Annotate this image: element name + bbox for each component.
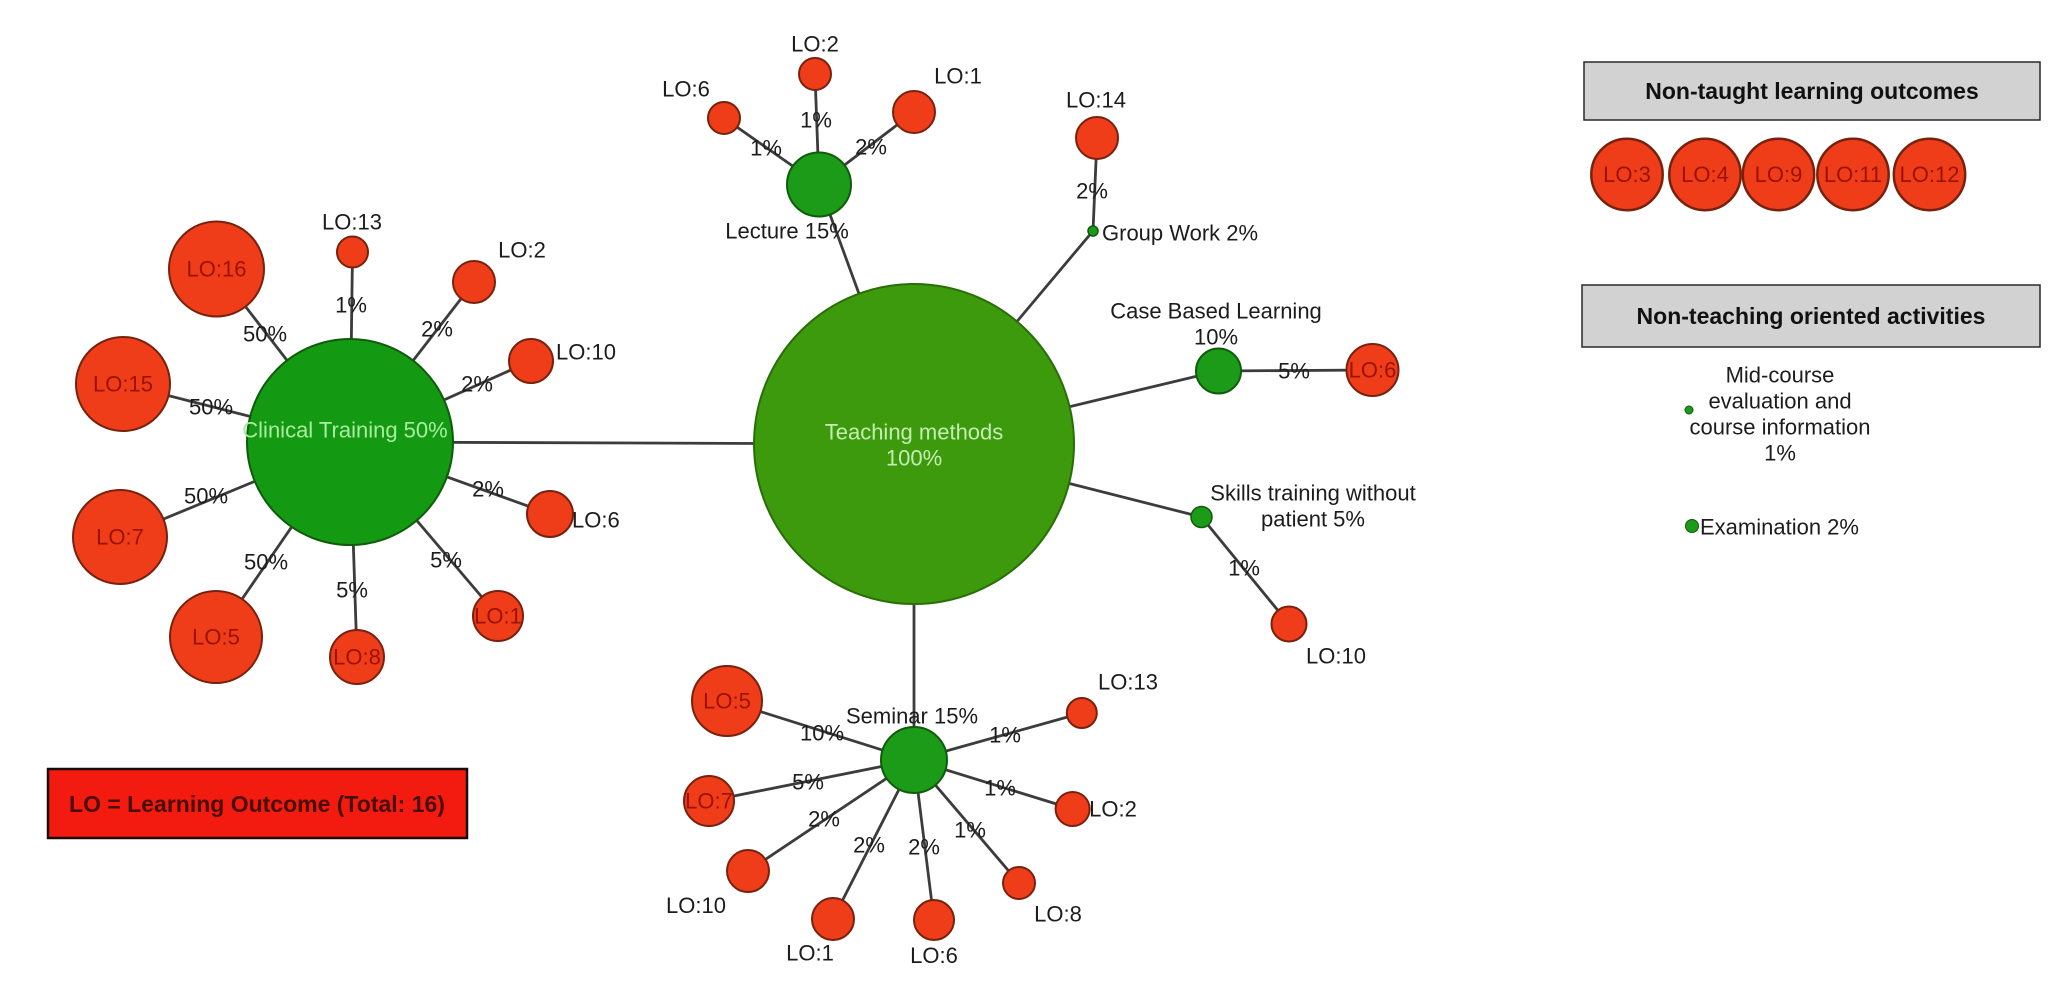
svg-text:LO:16: LO:16 xyxy=(187,257,247,282)
svg-text:LO:5: LO:5 xyxy=(703,689,751,714)
svg-text:LO:1: LO:1 xyxy=(474,604,522,629)
svg-text:LO:10: LO:10 xyxy=(556,340,616,365)
svg-text:Clinical Training 50%: Clinical Training 50% xyxy=(242,418,447,443)
svg-text:1%: 1% xyxy=(984,776,1016,801)
svg-text:100%: 100% xyxy=(886,446,942,471)
svg-text:5%: 5% xyxy=(430,548,462,573)
svg-text:1%: 1% xyxy=(1228,556,1260,581)
svg-text:2%: 2% xyxy=(472,477,504,502)
svg-text:2%: 2% xyxy=(461,372,493,397)
svg-text:LO:10: LO:10 xyxy=(666,893,726,918)
svg-text:course information: course information xyxy=(1690,415,1871,440)
svg-text:LO:3: LO:3 xyxy=(1603,162,1651,187)
svg-text:LO:15: LO:15 xyxy=(93,372,153,397)
svg-text:LO:8: LO:8 xyxy=(333,645,381,670)
svg-text:LO:6: LO:6 xyxy=(910,943,958,968)
svg-text:LO:5: LO:5 xyxy=(192,625,240,650)
svg-text:evaluation and: evaluation and xyxy=(1708,389,1851,414)
svg-text:1%: 1% xyxy=(989,723,1021,748)
svg-text:2%: 2% xyxy=(853,833,885,858)
svg-text:10%: 10% xyxy=(1194,325,1238,350)
svg-text:LO:12: LO:12 xyxy=(1900,162,1960,187)
svg-text:LO:9: LO:9 xyxy=(1755,162,1803,187)
svg-text:Seminar 15%: Seminar 15% xyxy=(846,704,978,729)
svg-text:LO:6: LO:6 xyxy=(1349,358,1397,383)
svg-text:2%: 2% xyxy=(855,135,887,160)
svg-text:LO = Learning Outcome (Total:: LO = Learning Outcome (Total: 16) xyxy=(69,791,445,817)
svg-text:2%: 2% xyxy=(808,807,840,832)
svg-text:Skills training without: Skills training without xyxy=(1210,481,1415,506)
svg-text:Case Based Learning: Case Based Learning xyxy=(1110,299,1322,324)
svg-text:Non-teaching oriented activiti: Non-teaching oriented activities xyxy=(1637,303,1986,329)
svg-text:LO:6: LO:6 xyxy=(662,77,710,102)
svg-text:Mid-course: Mid-course xyxy=(1726,363,1835,388)
svg-text:1%: 1% xyxy=(335,293,367,318)
svg-text:5%: 5% xyxy=(1278,359,1310,384)
svg-text:1%: 1% xyxy=(800,108,832,133)
svg-text:50%: 50% xyxy=(244,550,288,575)
svg-text:2%: 2% xyxy=(908,835,940,860)
svg-text:Examination 2%: Examination 2% xyxy=(1700,515,1859,540)
svg-text:LO:2: LO:2 xyxy=(498,238,546,263)
svg-text:LO:6: LO:6 xyxy=(572,508,620,533)
svg-text:5%: 5% xyxy=(792,770,824,795)
svg-text:Lecture 15%: Lecture 15% xyxy=(725,219,849,244)
svg-text:10%: 10% xyxy=(800,721,844,746)
svg-text:LO:13: LO:13 xyxy=(1098,670,1158,695)
svg-text:LO:1: LO:1 xyxy=(786,941,834,966)
svg-text:Teaching methods: Teaching methods xyxy=(825,420,1004,445)
svg-text:LO:8: LO:8 xyxy=(1034,902,1082,927)
svg-text:Group Work 2%: Group Work 2% xyxy=(1102,221,1258,246)
svg-text:patient 5%: patient 5% xyxy=(1261,507,1365,532)
svg-text:1%: 1% xyxy=(750,136,782,161)
svg-text:LO:13: LO:13 xyxy=(322,210,382,235)
svg-text:LO:14: LO:14 xyxy=(1066,88,1126,113)
svg-text:LO:11: LO:11 xyxy=(1824,162,1882,187)
svg-text:5%: 5% xyxy=(336,578,368,603)
svg-text:LO:2: LO:2 xyxy=(1089,797,1137,822)
svg-text:LO:2: LO:2 xyxy=(791,32,839,57)
svg-text:50%: 50% xyxy=(184,484,228,509)
svg-text:50%: 50% xyxy=(189,395,233,420)
svg-text:LO:7: LO:7 xyxy=(685,789,733,814)
svg-text:LO:4: LO:4 xyxy=(1681,162,1729,187)
svg-text:1%: 1% xyxy=(1764,441,1796,466)
svg-text:2%: 2% xyxy=(421,317,453,342)
svg-text:2%: 2% xyxy=(1076,179,1108,204)
svg-text:50%: 50% xyxy=(243,322,287,347)
svg-text:LO:1: LO:1 xyxy=(934,64,982,89)
svg-text:1%: 1% xyxy=(954,818,986,843)
svg-text:Non-taught learning outcomes: Non-taught learning outcomes xyxy=(1645,78,1979,104)
svg-text:LO:7: LO:7 xyxy=(96,525,144,550)
svg-text:LO:10: LO:10 xyxy=(1306,644,1366,669)
